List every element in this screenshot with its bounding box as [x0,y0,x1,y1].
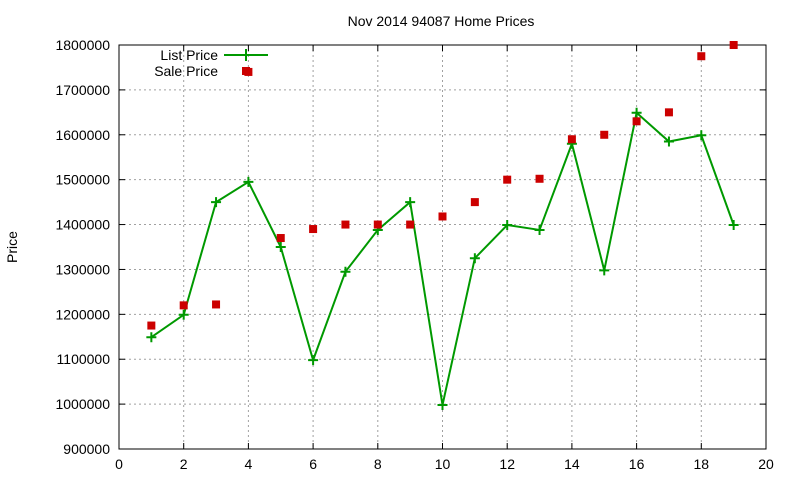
list-price-point [599,265,610,276]
sale-price-point [179,301,188,310]
y-tick-label: 1800000 [55,37,110,53]
sale-price-point [438,212,447,221]
list-price-point [663,136,674,147]
x-tick-label: 6 [309,456,317,472]
legend-label-list-price: List Price [160,47,218,63]
sale-price-point [341,220,350,229]
sale-price-point [600,130,609,139]
list-price-point [243,176,254,187]
list-price-point [178,309,189,320]
sale-price-point [309,225,318,234]
y-tick-label: 1300000 [55,261,110,277]
list-price-point [502,220,513,231]
sale-price-point [212,300,221,309]
x-tick-label: 12 [499,456,515,472]
sale-price-point [276,234,285,243]
x-tick-label: 4 [245,456,253,472]
y-tick-label: 1500000 [55,172,110,188]
sale-price-point [373,220,382,229]
sale-price-point [567,135,576,144]
x-tick-label: 10 [435,456,451,472]
sale-price-point [406,220,415,229]
sale-price-point [697,52,706,61]
x-tick-label: 2 [180,456,188,472]
list-price-point [340,266,351,277]
list-price-point [308,355,319,366]
sale-price-point [632,117,641,126]
list-price-point [146,332,157,343]
sale-price-point [729,41,738,49]
list-price-point [437,400,448,411]
list-price-point [728,220,739,231]
x-tick-label: 8 [374,456,382,472]
y-tick-label: 1600000 [55,127,110,143]
list-price-point [211,197,222,208]
x-tick-label: 14 [564,456,580,472]
series-layer [146,41,739,411]
legend: List Price Sale Price [154,47,268,79]
list-price-point [631,107,642,118]
y-tick-label: 1100000 [57,351,111,367]
list-price-point [469,253,480,264]
list-price-point [275,242,286,252]
axis-layer: 0 2 4 6 8 10 12 14 16 18 20 900000 1000000 1100000 120… [55,37,774,472]
x-tick-label: 18 [694,456,710,472]
sale-price-point [503,175,512,184]
y-tick-label: 1200000 [55,306,110,322]
sale-price-point [147,321,156,330]
list-price-point [696,130,707,141]
grid-layer [119,45,766,449]
y-tick-label: 1400000 [55,217,110,233]
legend-label-sale-price: Sale Price [154,63,218,79]
x-tick-label: 0 [115,456,123,472]
sale-price-point [470,198,479,207]
y-tick-label: 1700000 [55,82,110,98]
legend-swatch-list-price-marker [240,49,252,61]
y-tick-label: 900000 [63,441,110,457]
x-tick-label: 20 [758,456,774,472]
y-tick-label: 1000000 [55,396,110,412]
sale-price-point [664,108,673,117]
list-price-point [405,197,416,208]
sale-price-point [535,174,544,183]
y-axis-label: Price [4,231,20,263]
legend-swatch-sale-price-marker [242,67,250,75]
x-tick-label: 16 [629,456,645,472]
list-price-point [534,224,545,235]
chart-title: Nov 2014 94087 Home Prices [348,13,535,29]
